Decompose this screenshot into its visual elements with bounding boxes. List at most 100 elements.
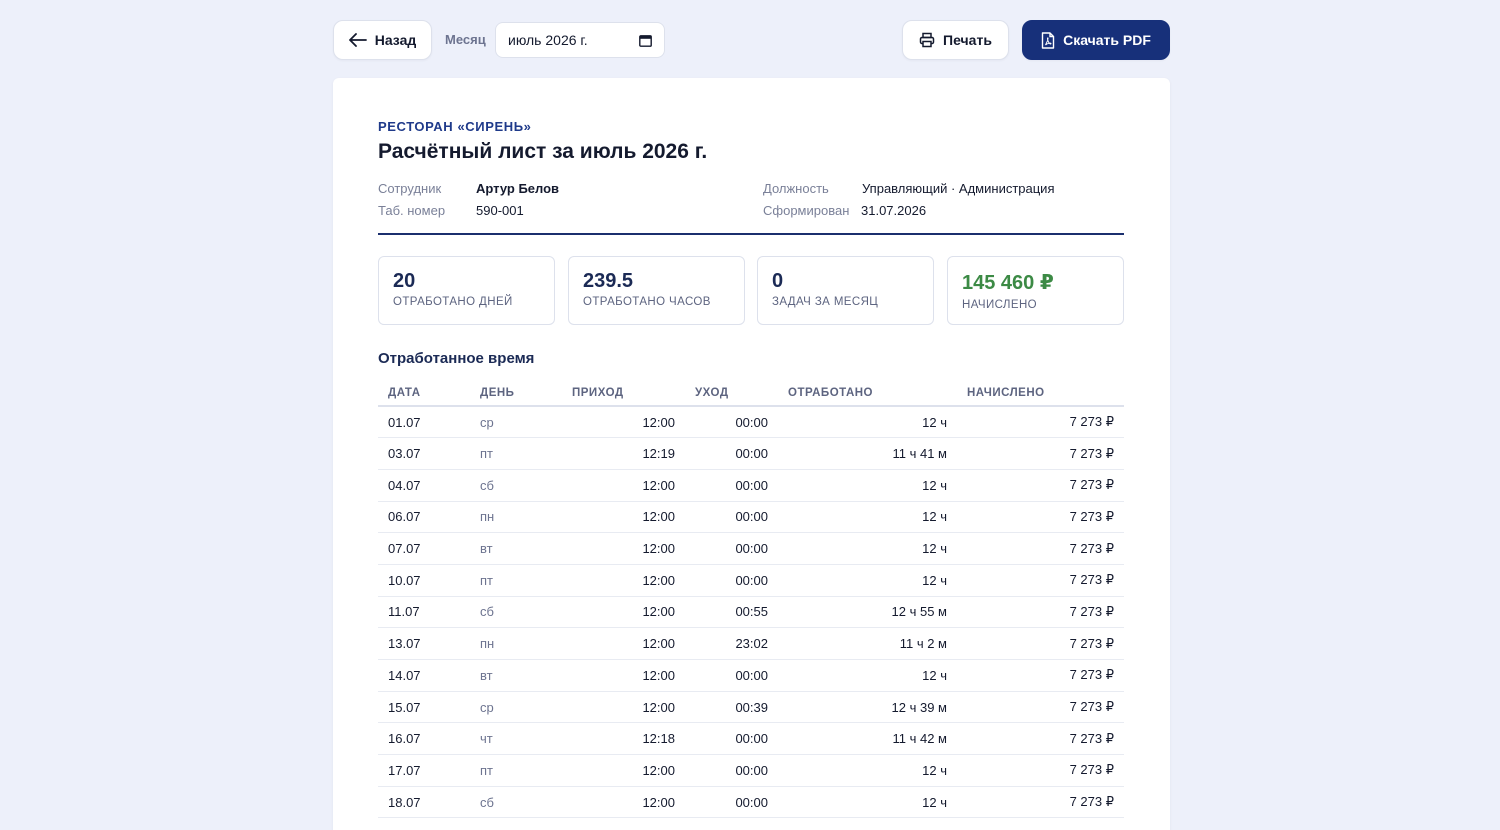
cell-day: пт (470, 754, 562, 787)
download-pdf-button[interactable]: Скачать PDF (1022, 20, 1170, 60)
cell-accrued: 7 273 ₽ (957, 437, 1124, 470)
table-header-row: ДАТА ДЕНЬ ПРИХОД УХОД ОТРАБОТАНО НАЧИСЛЕ… (378, 380, 1124, 407)
cell-date: 15.07 (378, 691, 470, 724)
tab-number-value: 590-001 (476, 203, 524, 218)
cell-day: пт (470, 437, 562, 470)
cell-departure: 00:00 (685, 786, 778, 819)
month-label: Месяц (445, 32, 486, 47)
cell-departure: 00:00 (685, 437, 778, 470)
cell-departure: 00:00 (685, 501, 778, 534)
month-picker-input[interactable]: июль 2026 г. (495, 22, 665, 58)
cell-accrued: 7 273 ₽ (957, 501, 1124, 534)
print-button[interactable]: Печать (902, 20, 1009, 60)
cell-date: 06.07 (378, 501, 470, 534)
position-value: Управляющий · Администрация (862, 181, 1055, 196)
cell-worked: 11 ч 2 м (778, 627, 957, 660)
cell-date: 13.07 (378, 627, 470, 660)
column-header: ДАТА (378, 380, 470, 407)
toolbar: Назад Месяц июль 2026 г. Печать Скачать … (333, 20, 1170, 60)
cell-arrival: 12:00 (562, 406, 685, 439)
employee-value: Артур Белов (476, 181, 560, 196)
page-title: Расчётный лист за июль 2026 г. (378, 140, 708, 163)
stat-value: 20 (393, 270, 416, 292)
cell-date: 14.07 (378, 659, 470, 692)
cell-arrival: 12:00 (562, 659, 685, 692)
cell-day: сб (470, 469, 562, 502)
cell-date: 16.07 (378, 722, 470, 756)
back-button[interactable]: Назад (333, 20, 432, 60)
organization-name: РЕСТОРАН «СИРЕНЬ» (378, 119, 532, 134)
cell-date: 01.07 (378, 406, 470, 439)
cell-day: вт (470, 659, 562, 692)
cell-arrival: 12:00 (562, 532, 685, 565)
header-divider (378, 233, 1124, 235)
generated-value: 31.07.2026 (861, 203, 927, 218)
cell-worked: 12 ч (778, 754, 957, 787)
cell-accrued: 7 273 ₽ (957, 786, 1124, 819)
cell-date: 18.07 (378, 786, 470, 819)
cell-accrued: 7 273 ₽ (957, 691, 1124, 724)
stat-card-days: 20 ОТРАБОТАНО ДНЕЙ (378, 256, 555, 325)
calendar-icon[interactable] (639, 34, 652, 47)
cell-worked: 12 ч 55 м (778, 596, 957, 629)
cell-date: 07.07 (378, 532, 470, 565)
cell-accrued: 7 273 ₽ (957, 659, 1124, 692)
cell-day: вт (470, 532, 562, 565)
cell-departure: 00:39 (685, 691, 778, 724)
generated-label: Сформирован (763, 203, 850, 218)
stat-card-accrued: 145 460 ₽ НАЧИСЛЕНО (947, 256, 1124, 325)
cell-departure: 00:55 (685, 596, 778, 629)
cell-arrival: 12:00 (562, 596, 685, 629)
cell-departure: 00:00 (685, 532, 778, 565)
cell-worked: 12 ч (778, 532, 957, 565)
download-pdf-label: Скачать PDF (1063, 32, 1151, 48)
payslip-sheet: РЕСТОРАН «СИРЕНЬ» Расчётный лист за июль… (333, 78, 1170, 830)
cell-departure: 00:00 (685, 406, 778, 439)
cell-day: чт (470, 722, 562, 756)
cell-departure: 00:00 (685, 659, 778, 692)
stat-card-hours: 239.5 ОТРАБОТАНО ЧАСОВ (568, 256, 745, 325)
cell-arrival: 12:00 (562, 786, 685, 819)
cell-departure: 00:00 (685, 564, 778, 597)
cell-date: 10.07 (378, 564, 470, 597)
cell-accrued: 7 273 ₽ (957, 532, 1124, 565)
stat-label: ОТРАБОТАНО ДНЕЙ (393, 296, 513, 308)
column-header: ПРИХОД (562, 380, 685, 407)
cell-worked: 12 ч (778, 659, 957, 692)
cell-day: пн (470, 627, 562, 660)
cell-accrued: 7 273 ₽ (957, 722, 1124, 756)
cell-worked: 12 ч (778, 786, 957, 819)
cell-arrival: 12:18 (562, 722, 685, 756)
section-title: Отработанное время (378, 350, 535, 367)
stat-value: 145 460 ₽ (962, 272, 1054, 294)
cell-departure: 23:02 (685, 627, 778, 660)
stat-label: ЗАДАЧ ЗА МЕСЯЦ (772, 296, 879, 308)
stat-card-tasks: 0 ЗАДАЧ ЗА МЕСЯЦ (757, 256, 934, 325)
stat-label: ОТРАБОТАНО ЧАСОВ (583, 296, 711, 308)
cell-day: ср (470, 691, 562, 724)
cell-accrued: 7 273 ₽ (957, 596, 1124, 629)
cell-worked: 12 ч (778, 469, 957, 502)
cell-accrued: 7 273 ₽ (957, 564, 1124, 597)
printer-icon (919, 32, 935, 48)
column-header: ДЕНЬ (470, 380, 562, 407)
cell-arrival: 12:00 (562, 501, 685, 534)
cell-departure: 00:00 (685, 722, 778, 756)
pdf-file-icon (1041, 31, 1055, 49)
cell-arrival: 12:00 (562, 564, 685, 597)
cell-date: 11.07 (378, 596, 470, 629)
employee-label: Сотрудник (378, 181, 442, 196)
stat-value: 239.5 (583, 270, 634, 292)
cell-worked: 12 ч 39 м (778, 691, 957, 724)
back-button-label: Назад (374, 32, 417, 48)
cell-accrued: 7 273 ₽ (957, 469, 1124, 502)
